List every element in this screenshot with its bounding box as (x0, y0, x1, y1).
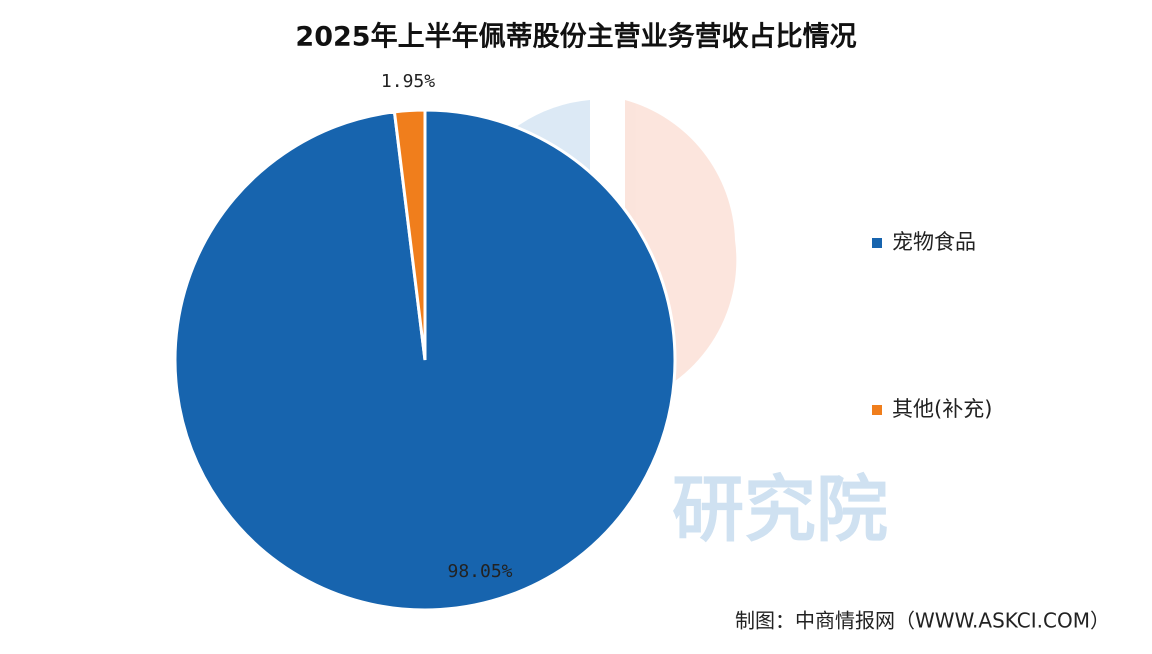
legend-marker (872, 405, 882, 415)
pie (173, 108, 677, 612)
watermark-text: 研究院 (672, 468, 888, 552)
source-note: 制图：中商情报网（WWW.ASKCI.COM） (735, 609, 1110, 633)
pie-slice (392, 108, 427, 361)
legend-label: 其他(补充) (892, 397, 992, 421)
data-label: 1.95% (381, 71, 435, 92)
legend-marker (872, 238, 882, 248)
data-label: 98.05% (447, 561, 512, 582)
chart-title: 2025年上半年佩蒂股份主营业务营收占比情况 (295, 21, 856, 53)
legend-label: 宠物食品 (892, 230, 976, 254)
